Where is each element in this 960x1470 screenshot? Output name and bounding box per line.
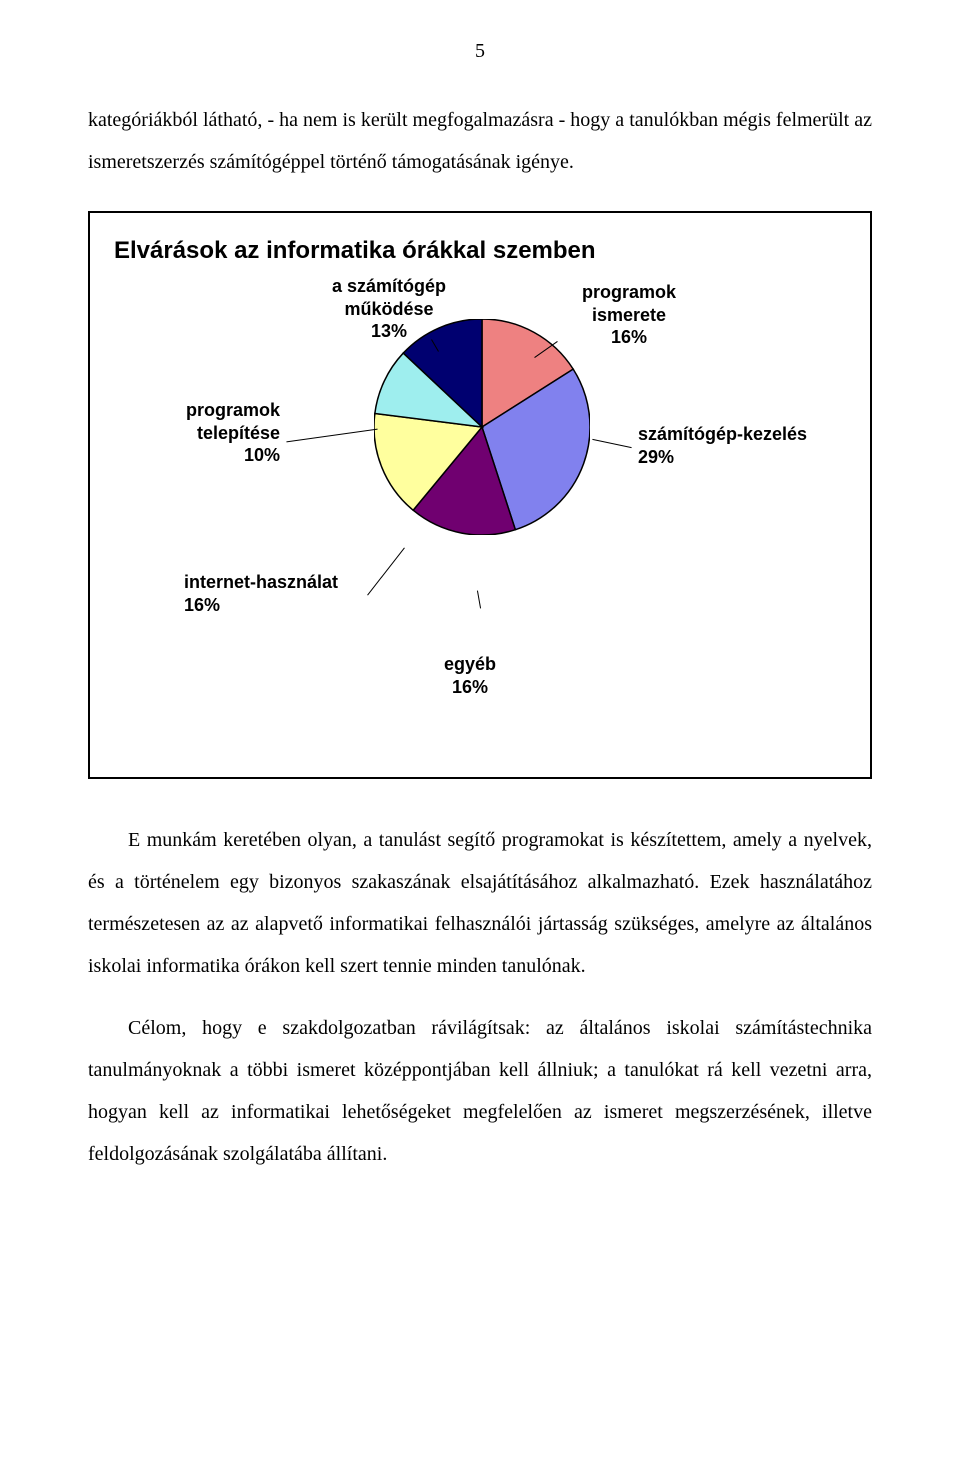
paragraph-3: Célom, hogy e szakdolgozatban rávilágíts… bbox=[88, 1007, 872, 1175]
leader-line bbox=[367, 548, 405, 596]
label-programok-telepitese: programok telepítése 10% bbox=[160, 399, 280, 467]
page-number: 5 bbox=[88, 40, 872, 63]
leader-line bbox=[592, 439, 631, 448]
label-szamitogep-mukodese: a számítógép működése 13% bbox=[314, 275, 464, 343]
label-egyeb: egyéb 16% bbox=[410, 653, 530, 698]
leader-line bbox=[477, 591, 481, 609]
pie-chart-svg bbox=[374, 319, 590, 535]
label-programok-ismerete: programok ismerete 16% bbox=[564, 281, 694, 349]
chart-container: Elvárások az informatika órákkal szemben… bbox=[88, 211, 872, 779]
label-internet-hasznalat: internet-használat 16% bbox=[184, 571, 364, 616]
leader-line bbox=[286, 429, 377, 443]
pie-chart: a számítógép működése 13% programok isme… bbox=[114, 289, 846, 749]
paragraph-1: kategóriákból látható, - ha nem is kerül… bbox=[88, 99, 872, 183]
label-szamitogep-kezeles: számítógép-kezelés 29% bbox=[638, 423, 838, 468]
document-page: 5 kategóriákból látható, - ha nem is ker… bbox=[0, 0, 960, 1255]
paragraph-2: E munkám keretében olyan, a tanulást seg… bbox=[88, 819, 872, 987]
chart-title: Elvárások az informatika órákkal szemben bbox=[114, 237, 846, 265]
